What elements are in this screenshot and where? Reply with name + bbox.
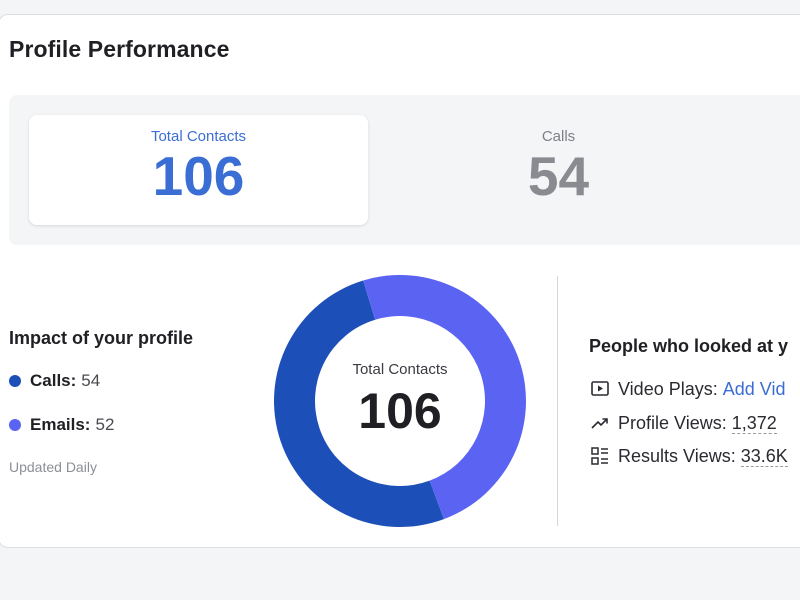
donut-slice-emails (363, 274, 527, 520)
page-title: Profile Performance (9, 36, 230, 62)
metric-profile-views: Profile Views: 1,372 (589, 412, 777, 434)
legend-value: 54 (81, 371, 101, 390)
divider (557, 276, 558, 526)
legend-name: Calls: (30, 371, 77, 390)
legend-item-calls: Calls: 54 (9, 371, 100, 391)
metric-results-views: Results Views: 33.6K (589, 445, 788, 467)
stat-value: 106 (152, 145, 245, 207)
metric-label: Profile Views: (618, 412, 727, 433)
stat-value: 54 (527, 145, 590, 207)
donut-center-label: Total Contacts (352, 361, 448, 378)
impact-title: Impact of your profile (9, 328, 194, 348)
legend-dot (9, 419, 21, 431)
metric-label: Results Views: (618, 445, 736, 466)
trending-up-icon (589, 412, 611, 434)
contacts-donut-chart (274, 274, 527, 527)
metric-video-plays: Video Plays: Add Vid (589, 378, 785, 400)
add-video-link[interactable]: Add Vid (722, 378, 786, 399)
metric-label: Video Plays: (618, 378, 718, 399)
legend-item-emails: Emails: 52 (9, 415, 114, 435)
updated-daily-note: Updated Daily (9, 459, 97, 475)
legend-name: Emails: (30, 415, 91, 434)
results-views-value[interactable]: 33.6K (740, 445, 788, 467)
tab-calls[interactable]: Calls 54 (389, 115, 728, 225)
legend-dot (9, 375, 21, 387)
profile-views-value[interactable]: 1,372 (731, 412, 777, 434)
stat-label: Calls (541, 128, 576, 145)
donut-slice-calls (274, 280, 444, 527)
tab-total-contacts[interactable]: Total Contacts 106 (29, 115, 368, 225)
list-grid-icon (589, 445, 611, 467)
legend-value: 52 (95, 415, 115, 434)
donut-center-value: 106 (358, 383, 442, 439)
stats-bar: Total Contacts 106 Calls 54 (9, 95, 800, 245)
video-play-icon (589, 378, 611, 400)
stat-label: Total Contacts (150, 128, 247, 145)
people-looked-title: People who looked at y (589, 336, 789, 356)
